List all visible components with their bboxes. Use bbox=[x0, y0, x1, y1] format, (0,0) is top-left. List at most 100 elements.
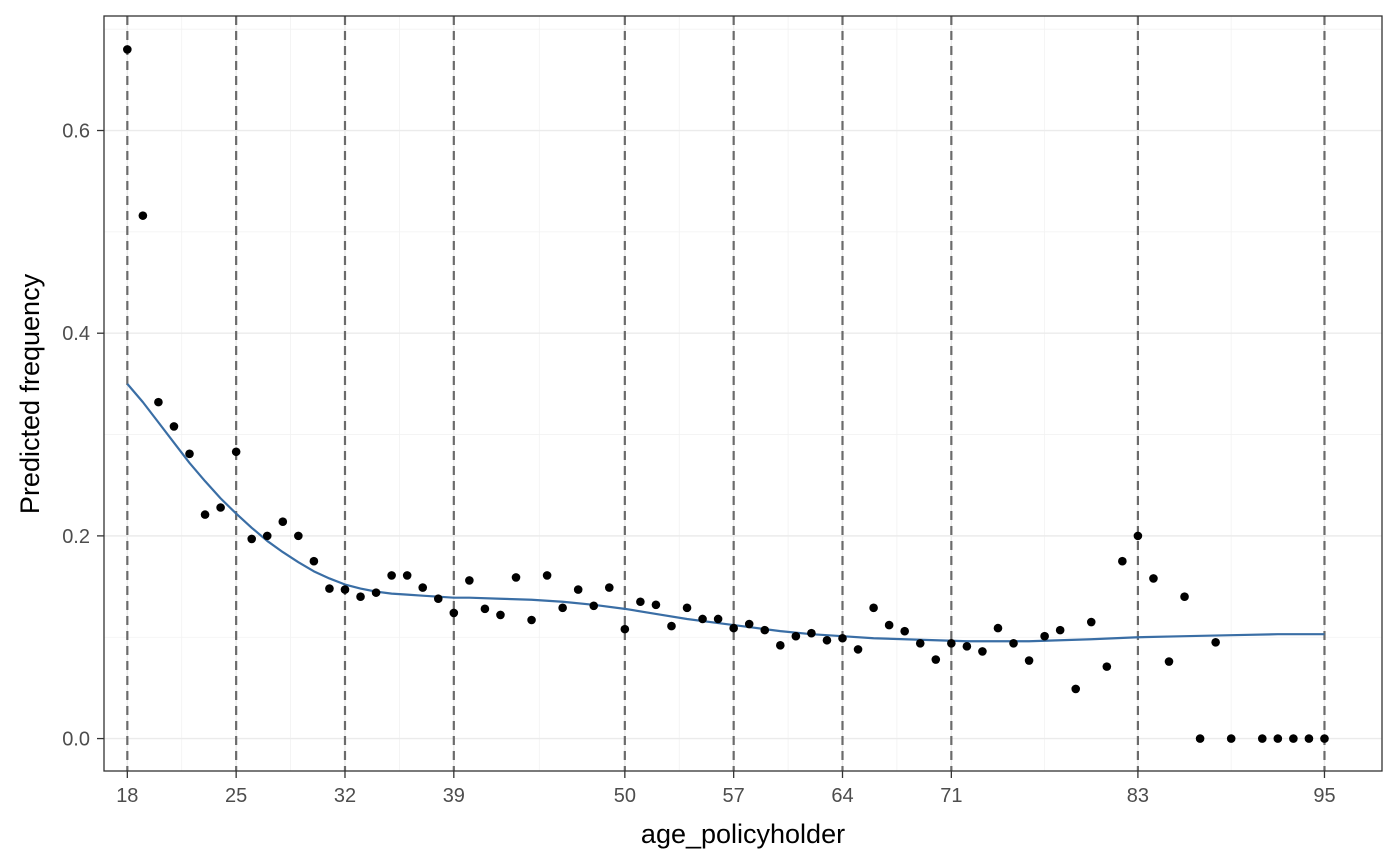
x-tick-label: 50 bbox=[614, 785, 636, 807]
y-tick-label: 0.6 bbox=[62, 121, 90, 143]
x-tick-label: 18 bbox=[116, 785, 138, 807]
data-point bbox=[636, 597, 645, 607]
data-point bbox=[309, 556, 319, 566]
data-point bbox=[604, 583, 614, 592]
x-axis-ticks: 18 25 32 39 50 57 64 71 83 95 bbox=[116, 771, 1336, 807]
data-point bbox=[418, 583, 428, 592]
x-tick-label: 64 bbox=[831, 785, 853, 807]
data-point bbox=[682, 603, 692, 613]
data-point bbox=[698, 614, 707, 624]
data-point bbox=[1320, 734, 1329, 743]
x-tick-label: 32 bbox=[334, 785, 356, 807]
data-point bbox=[869, 603, 878, 613]
data-point bbox=[1133, 531, 1143, 541]
data-point bbox=[1071, 684, 1081, 694]
data-point bbox=[511, 573, 521, 582]
data-point bbox=[480, 604, 490, 614]
data-point bbox=[340, 585, 350, 594]
data-point bbox=[667, 621, 676, 631]
data-point bbox=[1055, 625, 1065, 635]
data-point bbox=[884, 620, 894, 630]
x-tick-label: 57 bbox=[723, 785, 745, 807]
data-point bbox=[807, 628, 816, 638]
data-point bbox=[589, 601, 599, 611]
data-point bbox=[449, 608, 459, 618]
y-axis-title: Predicted frequency bbox=[15, 273, 45, 514]
data-point bbox=[433, 594, 443, 604]
data-point bbox=[1086, 617, 1096, 627]
data-point bbox=[262, 531, 272, 541]
data-point bbox=[542, 571, 552, 580]
x-tick-label: 39 bbox=[443, 785, 465, 807]
data-point bbox=[278, 517, 288, 526]
data-point bbox=[185, 449, 194, 459]
data-point bbox=[1211, 637, 1220, 647]
data-point bbox=[527, 615, 536, 625]
data-point bbox=[993, 623, 1003, 633]
data-point bbox=[1009, 639, 1018, 648]
data-point bbox=[791, 631, 801, 641]
data-point bbox=[776, 641, 785, 650]
y-tick-label: 0.0 bbox=[62, 729, 90, 751]
data-point bbox=[915, 639, 925, 648]
data-point bbox=[371, 588, 381, 597]
data-point bbox=[1195, 734, 1205, 743]
data-point bbox=[713, 614, 723, 624]
fitted-curve bbox=[126, 383, 1325, 643]
data-point bbox=[1257, 734, 1267, 743]
data-point bbox=[900, 626, 909, 636]
data-point bbox=[465, 576, 474, 585]
x-axis-title: age_policyholder bbox=[641, 819, 845, 849]
data-points bbox=[123, 45, 1329, 743]
data-point bbox=[1289, 734, 1298, 743]
data-point bbox=[200, 510, 210, 519]
data-point bbox=[760, 625, 770, 635]
data-point bbox=[496, 610, 505, 620]
x-tick-label: 71 bbox=[940, 785, 962, 807]
data-point bbox=[853, 645, 863, 654]
data-point bbox=[325, 584, 334, 593]
data-point bbox=[154, 397, 163, 407]
data-point bbox=[216, 503, 225, 512]
dashed-reference-lines bbox=[126, 16, 1326, 771]
x-tick-label: 25 bbox=[225, 785, 247, 807]
data-point bbox=[931, 655, 941, 664]
data-point bbox=[558, 603, 567, 613]
x-tick-label: 95 bbox=[1313, 785, 1335, 807]
data-point bbox=[620, 624, 630, 634]
data-point bbox=[573, 585, 583, 594]
data-point bbox=[1164, 657, 1174, 666]
data-point bbox=[978, 647, 987, 656]
data-point bbox=[387, 571, 396, 580]
data-point bbox=[247, 534, 257, 544]
data-point bbox=[962, 642, 972, 651]
data-point bbox=[1024, 656, 1034, 665]
data-point bbox=[123, 45, 132, 54]
data-point bbox=[138, 211, 148, 220]
x-tick-label: 83 bbox=[1127, 785, 1149, 807]
data-point bbox=[231, 447, 241, 457]
data-point bbox=[838, 633, 847, 643]
data-point bbox=[1304, 734, 1314, 743]
y-tick-label: 0.2 bbox=[62, 526, 90, 548]
data-point bbox=[169, 422, 179, 431]
data-point bbox=[822, 635, 832, 645]
y-axis-ticks: 0.0 0.2 0.4 0.6 bbox=[62, 121, 104, 751]
data-point bbox=[1102, 662, 1112, 671]
data-point bbox=[1180, 592, 1189, 601]
plot-panel-border bbox=[103, 15, 1383, 772]
data-point bbox=[744, 619, 754, 629]
data-point bbox=[1226, 734, 1236, 743]
data-point bbox=[1149, 574, 1158, 583]
data-point bbox=[1040, 631, 1049, 641]
data-point bbox=[356, 592, 365, 601]
fitted-curve-layer bbox=[126, 383, 1325, 643]
data-point bbox=[1118, 556, 1127, 566]
data-point bbox=[651, 600, 661, 610]
data-point bbox=[1273, 734, 1283, 743]
data-point bbox=[294, 531, 303, 541]
data-point bbox=[947, 639, 956, 648]
y-tick-label: 0.4 bbox=[62, 323, 90, 345]
